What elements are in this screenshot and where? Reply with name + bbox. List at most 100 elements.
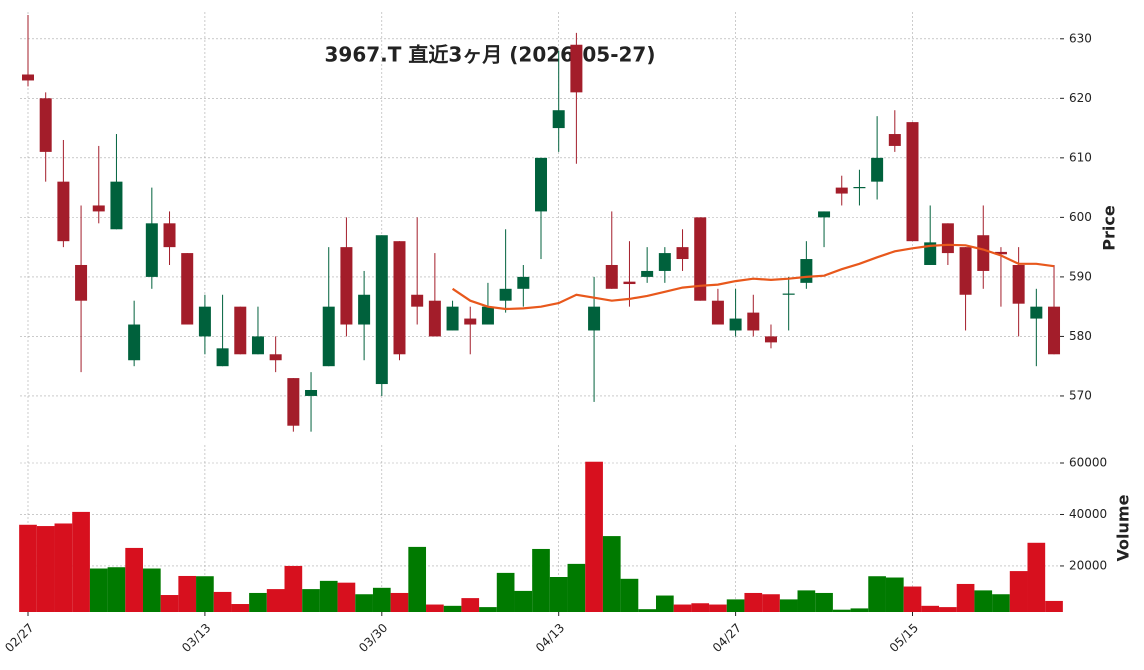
candle-body: [287, 378, 300, 426]
volume-bar: [673, 604, 692, 612]
y-tick-label: 60000: [1069, 456, 1107, 470]
candle-body: [588, 306, 601, 331]
volume-bar: [885, 577, 904, 612]
volume-bar: [602, 536, 621, 612]
volume-bar: [443, 605, 462, 612]
volume-bar: [142, 568, 161, 612]
volume-bar: [231, 604, 250, 612]
candle-body: [163, 223, 176, 248]
volume-bar: [797, 590, 816, 612]
y-tick-label: 580: [1069, 329, 1092, 343]
volume-bar: [1045, 600, 1063, 612]
candle-body: [411, 294, 424, 307]
candle-body: [1030, 306, 1043, 319]
candle-body: [711, 300, 724, 325]
candle-body: [623, 281, 636, 285]
volume-bar: [461, 598, 480, 612]
volume-bar: [691, 603, 710, 612]
candle-body: [641, 270, 654, 277]
candle-body: [818, 211, 831, 218]
candle-body: [481, 306, 494, 325]
volume-bar: [213, 591, 232, 612]
volume-bar: [125, 547, 143, 612]
x-tick-label: 04/13: [533, 621, 567, 655]
volume-bar: [709, 604, 727, 612]
candle-body: [1048, 306, 1061, 355]
volume-bar: [54, 523, 73, 612]
volume-bar: [107, 567, 126, 612]
volume-bar: [372, 587, 391, 612]
candle-body: [39, 98, 52, 152]
candle-body: [800, 259, 813, 283]
volume-bar: [779, 599, 798, 612]
x-tick-label: 04/27: [710, 621, 744, 655]
volume-bar: [532, 548, 550, 612]
volume-bar: [72, 511, 90, 612]
volume-bar: [868, 576, 886, 612]
candle-body: [393, 241, 406, 355]
volume-bar: [850, 608, 869, 612]
candle-body: [358, 294, 371, 325]
volume-bar: [974, 590, 993, 612]
candle-body: [234, 306, 247, 355]
candle-body: [729, 318, 742, 331]
candle-body: [941, 223, 954, 254]
volume-bar: [832, 609, 851, 612]
candle-body: [835, 187, 848, 194]
y-tick-label: 20000: [1069, 558, 1107, 572]
x-tick-label: 03/13: [179, 621, 213, 655]
candle-body: [782, 293, 795, 295]
volume-bar: [284, 565, 303, 612]
candle-body: [446, 306, 459, 331]
volume-bar: [549, 577, 568, 612]
candle-body: [22, 74, 34, 81]
y-tick-label: 620: [1069, 91, 1092, 105]
y-tick-label: 40000: [1069, 507, 1107, 521]
y-tick-label: 590: [1069, 269, 1092, 283]
volume-bar: [319, 580, 338, 612]
volume-bar: [567, 563, 586, 612]
volume-bar: [762, 594, 780, 612]
volume-bar: [479, 607, 497, 612]
candle-body: [198, 306, 211, 337]
volume-bar: [655, 595, 674, 612]
candle-body: [977, 235, 990, 271]
y-tick-label: 570: [1069, 388, 1092, 402]
candle-body: [853, 187, 866, 189]
candle-body: [888, 134, 901, 146]
candle-body: [128, 324, 141, 361]
candle-body: [517, 276, 530, 289]
volume-bar: [585, 461, 603, 612]
candle-body: [552, 110, 565, 129]
candle-body: [464, 318, 477, 325]
volume-bar: [19, 524, 37, 612]
volume-bar: [390, 592, 409, 612]
candle-body: [110, 181, 123, 230]
volume-bar: [956, 583, 975, 612]
volume-bar: [815, 592, 833, 612]
volume-bar: [726, 599, 745, 612]
y-tick-label: 610: [1069, 150, 1092, 164]
volume-bar: [1027, 542, 1046, 612]
volume-bar: [266, 589, 285, 612]
candle-body: [747, 312, 760, 331]
volume-bar: [903, 586, 922, 612]
candle-body: [269, 354, 282, 361]
volume-bar: [36, 526, 55, 612]
volume-bar: [408, 546, 427, 612]
volume-bar: [638, 609, 656, 612]
chart-title: 3967.T 直近3ヶ月 (2026-05-27): [325, 43, 656, 67]
volume-bar: [302, 589, 320, 612]
volume-bar: [426, 604, 444, 612]
candle-body: [694, 217, 707, 301]
candle-body: [375, 235, 388, 385]
candle-body: [305, 389, 318, 396]
candle-body: [251, 336, 264, 355]
candle-body: [145, 223, 158, 277]
candle-body: [181, 253, 194, 325]
candle-body: [871, 157, 884, 182]
volume-bar: [620, 578, 639, 612]
candle-body: [57, 181, 70, 242]
volume-bar: [744, 592, 763, 612]
candle-body: [75, 264, 88, 301]
